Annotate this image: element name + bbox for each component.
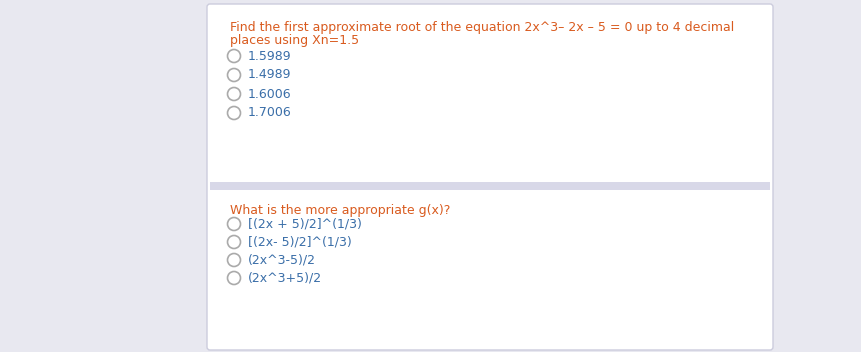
Circle shape	[227, 107, 240, 119]
Text: 1.4989: 1.4989	[248, 69, 291, 82]
Circle shape	[227, 69, 240, 82]
Text: (2x^3-5)/2: (2x^3-5)/2	[248, 253, 316, 266]
Text: Find the first approximate root of the equation 2x^3– 2x – 5 = 0 up to 4 decimal: Find the first approximate root of the e…	[230, 21, 734, 34]
Text: [(2x- 5)/2]^(1/3): [(2x- 5)/2]^(1/3)	[248, 235, 351, 249]
Text: [(2x + 5)/2]^(1/3): [(2x + 5)/2]^(1/3)	[248, 218, 362, 231]
Text: 1.7006: 1.7006	[248, 107, 291, 119]
Text: (2x^3+5)/2: (2x^3+5)/2	[248, 271, 322, 284]
Circle shape	[227, 235, 240, 249]
Circle shape	[227, 253, 240, 266]
Text: 1.6006: 1.6006	[248, 88, 291, 101]
Circle shape	[227, 50, 240, 63]
Text: places using Xn=1.5: places using Xn=1.5	[230, 34, 359, 47]
Circle shape	[227, 218, 240, 231]
Text: 1.5989: 1.5989	[248, 50, 291, 63]
Circle shape	[227, 88, 240, 101]
Bar	[210, 182, 769, 190]
FancyBboxPatch shape	[207, 4, 772, 350]
Text: What is the more appropriate g(x)?: What is the more appropriate g(x)?	[230, 204, 449, 217]
Circle shape	[227, 271, 240, 284]
